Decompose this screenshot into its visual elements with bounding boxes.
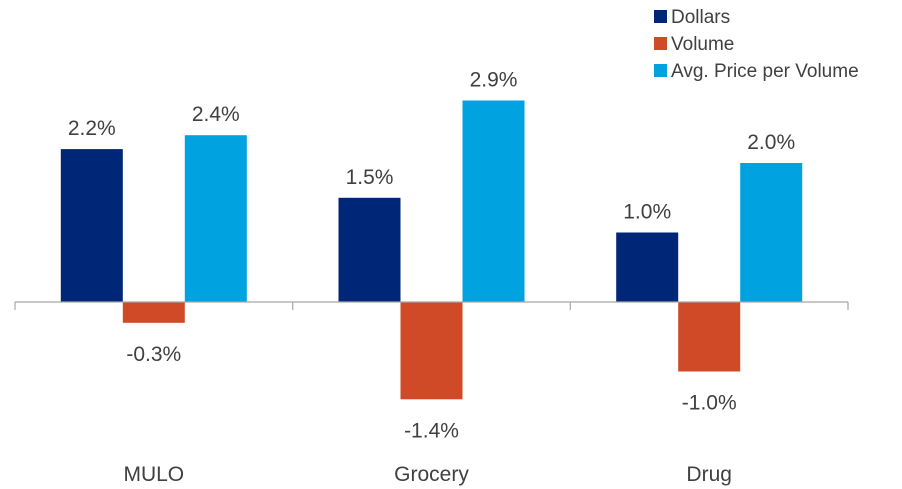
data-labels-layer: 2.2% -0.3% 2.4% 1.5% -1.4% 2.9% 1.0% -1.0% 2.0% bbox=[68, 69, 795, 443]
legend-swatch-avg-price-per-volume bbox=[654, 64, 667, 77]
data-label-grocery-volume: -1.4% bbox=[404, 419, 459, 442]
data-label-drug-avg-price-per-volume: 2.0% bbox=[747, 131, 795, 154]
category-labels-layer: MULO Grocery Drug bbox=[123, 463, 732, 486]
bar-mulo-volume bbox=[122, 302, 185, 323]
bar-grocery-volume bbox=[400, 302, 463, 400]
legend-swatch-dollars bbox=[654, 10, 667, 23]
category-label-grocery: Grocery bbox=[394, 463, 469, 486]
legend-label-dollars: Dollars bbox=[671, 7, 730, 28]
bar-grocery-dollars bbox=[338, 197, 401, 303]
data-label-mulo-avg-price-per-volume: 2.4% bbox=[192, 103, 240, 126]
data-label-mulo-dollars: 2.2% bbox=[68, 117, 116, 140]
data-label-mulo-volume: -0.3% bbox=[126, 343, 181, 366]
bar-mulo-avg-price-per-volume bbox=[184, 135, 247, 302]
axis-layer bbox=[14, 301, 849, 310]
bar-grocery-avg-price-per-volume bbox=[462, 100, 525, 302]
data-label-grocery-dollars: 1.5% bbox=[346, 166, 394, 189]
bar-drug-volume bbox=[678, 302, 741, 372]
data-label-drug-volume: -1.0% bbox=[682, 392, 737, 415]
bar-drug-avg-price-per-volume bbox=[740, 163, 803, 302]
bar-mulo-dollars bbox=[60, 149, 123, 302]
bar-drug-dollars bbox=[616, 232, 679, 302]
category-label-drug: Drug bbox=[686, 463, 732, 486]
data-label-drug-dollars: 1.0% bbox=[623, 201, 671, 224]
legend: Dollars Volume Avg. Price per Volume bbox=[654, 7, 859, 82]
category-label-mulo: MULO bbox=[123, 463, 184, 486]
legend-swatch-volume bbox=[654, 37, 667, 50]
bars-layer bbox=[60, 100, 803, 400]
legend-label-volume: Volume bbox=[671, 34, 734, 55]
legend-label-avg-price-per-volume: Avg. Price per Volume bbox=[671, 61, 859, 82]
data-label-grocery-avg-price-per-volume: 2.9% bbox=[470, 69, 518, 92]
